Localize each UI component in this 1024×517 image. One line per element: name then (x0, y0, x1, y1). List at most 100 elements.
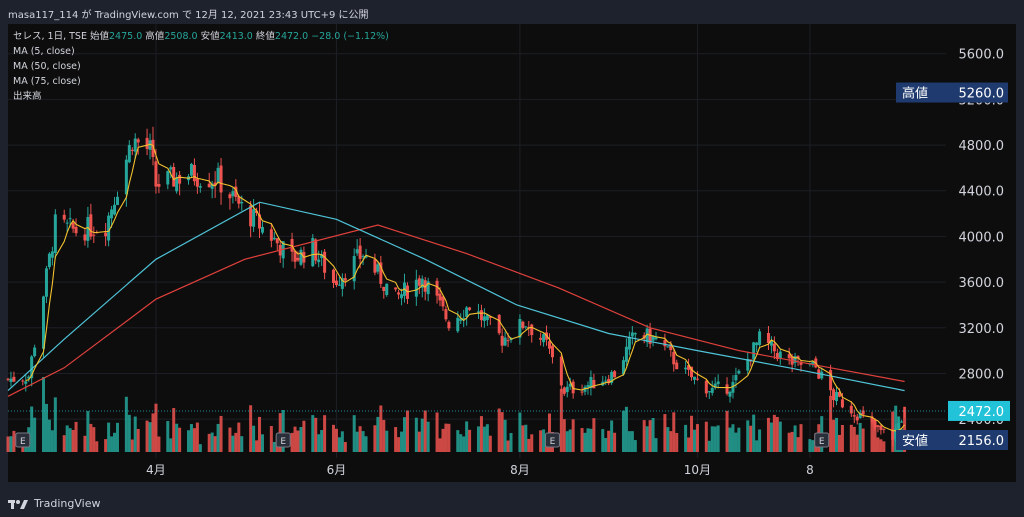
candle-body (565, 386, 569, 393)
volume-bar (110, 436, 114, 452)
candle-body (876, 425, 880, 427)
volume-bar (83, 435, 87, 452)
candle-body (74, 226, 78, 234)
candle-body (68, 218, 72, 220)
candle-body (687, 365, 691, 370)
candle-body (178, 174, 182, 184)
volume-bar (420, 418, 424, 452)
candle-body (71, 222, 75, 229)
volume-bar (260, 434, 264, 452)
legend-ma75[interactable]: MA (75, close) (13, 76, 81, 87)
ma50-line (7, 201, 905, 392)
candle-body (249, 205, 253, 227)
candle-body (799, 361, 803, 365)
footer-brand[interactable]: TradingView (8, 497, 100, 510)
candle-body (62, 214, 66, 220)
volume-bar (317, 434, 321, 452)
volume-bar (296, 430, 300, 452)
time-tick-label: 10月 (684, 463, 711, 477)
legend-main-row[interactable]: セレス, 1日, TSE 始値2475.0 高値2508.0 安値2413.0 … (13, 29, 389, 44)
volume-bar (107, 422, 111, 452)
last-price-badge (948, 400, 1010, 421)
candle-body (497, 314, 501, 334)
volume-bar (858, 422, 862, 452)
volume-bar (352, 415, 356, 452)
volume-bar (414, 417, 418, 452)
candle-body (518, 319, 522, 338)
volume-bar (772, 414, 776, 452)
candle-body (107, 215, 111, 241)
candle-body (482, 316, 486, 321)
candle-body (503, 337, 507, 346)
candle-body (426, 281, 430, 295)
volume-bar (713, 426, 717, 452)
low-badge-value: 2156.0 (959, 434, 1005, 449)
candle-body (704, 380, 708, 394)
volume-bar (281, 410, 285, 452)
candle-body (343, 278, 347, 281)
candle-body (621, 360, 625, 375)
candle-body (840, 399, 844, 408)
candle-body (234, 186, 238, 198)
volume-bar (503, 419, 507, 452)
volume-bar (672, 412, 676, 452)
legend-ma50[interactable]: MA (50, close) (13, 61, 81, 72)
legend-ma5[interactable]: MA (5, close) (13, 46, 75, 57)
candle-body (675, 362, 679, 370)
candle-body (148, 140, 152, 150)
legend-volume[interactable]: 出来高 (13, 91, 42, 102)
candle-body (382, 286, 386, 291)
candle-body (684, 367, 688, 370)
volume-bar (9, 436, 13, 452)
volume-bar (252, 425, 256, 452)
candle-body (361, 256, 365, 258)
candle-body (530, 324, 534, 336)
volume-bar (500, 412, 504, 452)
volume-bar (468, 429, 472, 452)
candle-body (83, 234, 87, 241)
volume-bar (157, 436, 161, 452)
candle-body (746, 358, 750, 371)
volume-bar (343, 442, 347, 452)
candle-body (441, 296, 445, 307)
candle-body (772, 343, 776, 352)
candle-body (465, 307, 469, 317)
candle-body (755, 342, 759, 346)
last-price-value: 2472.0 (959, 405, 1005, 420)
volume-bar (758, 429, 762, 452)
volume-bar (808, 439, 812, 452)
volume-bar (521, 425, 525, 452)
legend-low-label: 安値 (200, 31, 220, 42)
time-axis[interactable] (8, 458, 946, 482)
volume-bar (840, 424, 844, 452)
volume-bar (684, 424, 688, 452)
volume-bar (302, 420, 306, 452)
candle-body (352, 255, 356, 282)
legend-low-value: 2413.0 (219, 31, 253, 42)
volume-bar (793, 425, 797, 452)
candle-body (725, 384, 729, 394)
volume-bar (604, 437, 608, 452)
volume-bar (192, 428, 196, 452)
chart-pane[interactable] (8, 24, 946, 458)
volume-bar (607, 430, 611, 452)
volume-bar (62, 435, 66, 452)
candle-body (731, 381, 735, 393)
candle-body (852, 415, 856, 417)
price-tick-label: 4800.0 (959, 139, 1005, 154)
candle-body (882, 428, 886, 430)
candle-body (151, 139, 155, 158)
volume-bar (799, 424, 803, 452)
candle-body (364, 255, 368, 258)
volume-bar (811, 440, 815, 452)
volume-bar (86, 411, 90, 452)
volume-bar (749, 425, 753, 452)
candle-body (716, 381, 720, 385)
footer-brand-text: TradingView (34, 497, 101, 510)
volume-bar (787, 432, 791, 452)
candle-body (586, 385, 590, 388)
candle-body (663, 340, 667, 347)
volume-bar (737, 427, 741, 452)
candle-body (562, 387, 566, 394)
